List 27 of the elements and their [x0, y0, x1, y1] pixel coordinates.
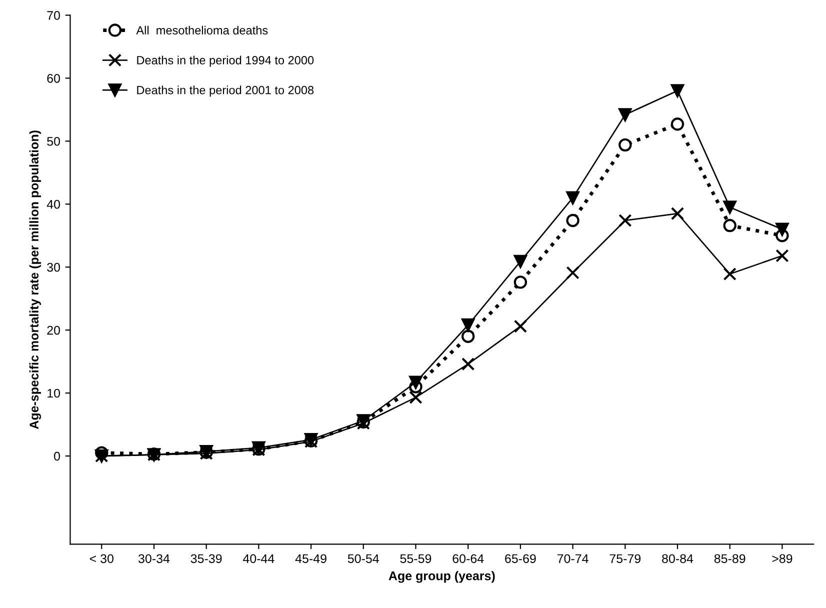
legend-label: All mesothelioma deaths [136, 26, 268, 34]
x-tick-label: < 30 [90, 554, 114, 564]
y-tick-label: 60 [47, 74, 60, 83]
x-tick-label: 30-34 [138, 554, 170, 564]
x-axis-title: Age group (years) [388, 571, 495, 583]
y-tick-label: 40 [46, 200, 60, 209]
x-tick-label: 65-69 [505, 554, 536, 564]
x-tick-label: >89 [772, 554, 792, 564]
x-tick-label: 40-44 [242, 554, 274, 564]
y-tick-label: 30 [47, 262, 60, 272]
x-tick-label: 75-79 [610, 554, 641, 564]
y-tick-label: 10 [48, 388, 60, 398]
y-tick-label: 0 [54, 452, 60, 461]
x-tick-label: 55-59 [400, 554, 432, 564]
x-tick-label: 45-49 [295, 554, 326, 564]
y-tick-label: 20 [47, 326, 60, 335]
y-axis-title: Age-specific mortality rate (per million population) [29, 130, 42, 430]
x-tick-label: 50-54 [348, 554, 380, 564]
y-tick-label: 70 [47, 11, 60, 20]
x-tick-label: 35-39 [190, 554, 222, 564]
x-tick-label: 60-64 [452, 554, 484, 564]
x-tick-label: 85-89 [714, 554, 746, 564]
x-tick-label: 80-84 [662, 554, 694, 564]
y-tick-label: 50 [47, 136, 60, 146]
x-tick-label: 70-74 [557, 554, 588, 564]
legend-label: Deaths in the period 2001 to 2008 [137, 86, 314, 97]
legend-label: Deaths in the period 1994 to 2000 [137, 56, 314, 67]
